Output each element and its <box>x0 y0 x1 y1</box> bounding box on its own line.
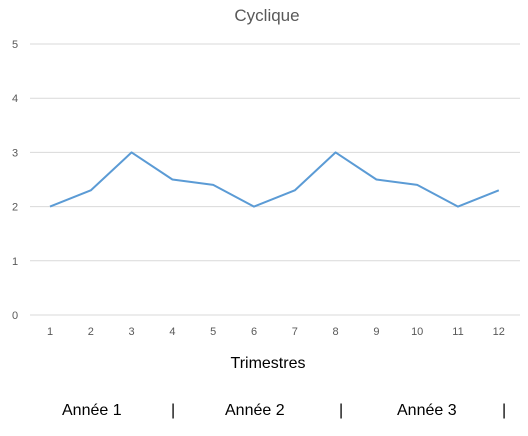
year-separator-1: | <box>171 402 176 419</box>
x-axis-label: Trimestres <box>231 355 306 372</box>
x-tick-label: 6 <box>251 326 257 338</box>
y-tick-labels: 0 1 2 3 4 5 <box>12 39 18 322</box>
year-2-label: Année 2 <box>225 402 285 419</box>
y-tick-label: 5 <box>12 39 18 51</box>
x-tick-label: 7 <box>292 326 298 338</box>
series-line <box>49 151 500 208</box>
y-tick-label: 3 <box>12 147 18 159</box>
x-tick-label: 2 <box>88 326 94 338</box>
gridlines <box>30 43 520 316</box>
year-separator-2: | <box>339 402 344 419</box>
year-strip: Année 1 | Année 2 | Année 3 | <box>0 402 528 426</box>
x-tick-label: 1 <box>47 326 53 338</box>
x-tick-label: 8 <box>333 326 339 338</box>
year-3-label: Année 3 <box>397 402 457 419</box>
x-tick-label: 11 <box>452 326 463 338</box>
x-tick-labels: 1 2 3 4 5 6 7 8 9 10 11 12 <box>47 326 505 338</box>
x-tick-label: 3 <box>129 326 135 338</box>
year-separator-3: | <box>502 402 507 419</box>
y-tick-label: 2 <box>12 202 18 214</box>
x-tick-label: 9 <box>373 326 379 338</box>
x-tick-label: 4 <box>169 326 175 338</box>
x-tick-label: 12 <box>493 326 505 338</box>
chart-title: Cyclique <box>234 6 299 25</box>
year-1-label: Année 1 <box>62 402 122 419</box>
y-tick-label: 4 <box>12 93 18 105</box>
y-tick-label: 0 <box>12 310 18 322</box>
series-layer <box>49 151 500 208</box>
y-tick-label: 1 <box>12 256 18 268</box>
x-tick-label: 10 <box>411 326 423 338</box>
x-tick-label: 5 <box>210 326 216 338</box>
